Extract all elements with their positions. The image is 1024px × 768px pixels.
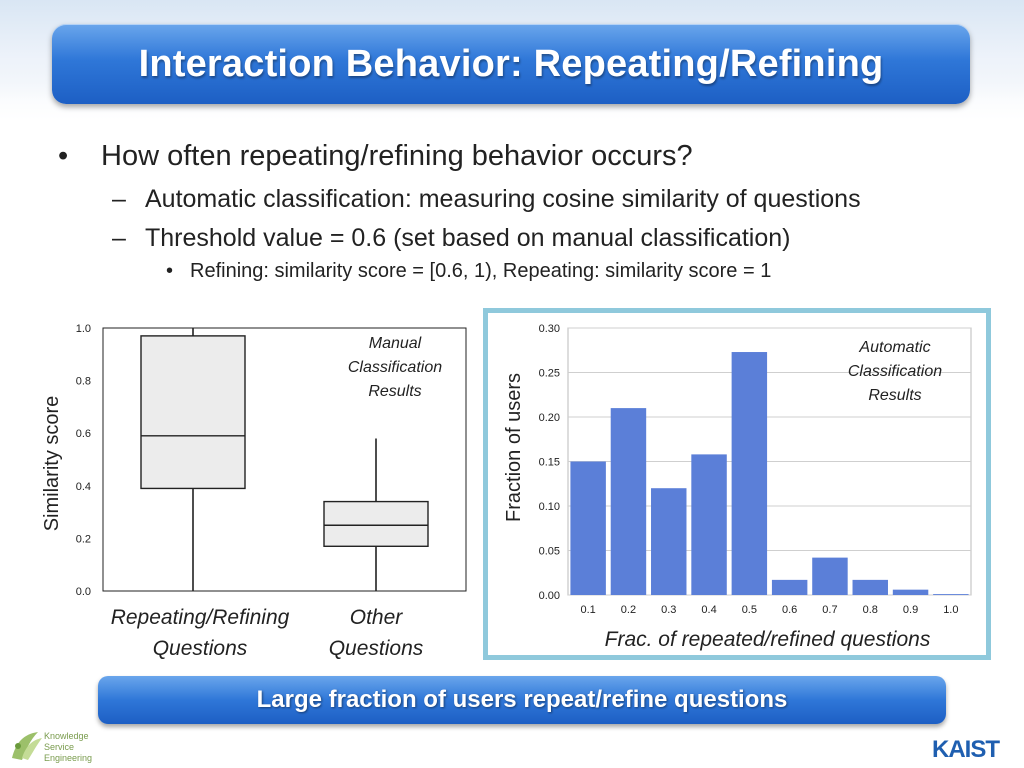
x-category-label: Questions	[329, 637, 424, 660]
x-axis-label: Frac. of repeated/refined questions	[605, 628, 931, 651]
kse-line: Service	[44, 742, 75, 752]
bullet-text: How often repeating/refining behavior oc…	[101, 140, 693, 172]
bar-chart: 0.00 0.05 0.10 0.15 0.20 0.25 0.30 0.1 0.2 0.3 0.4…	[503, 323, 972, 651]
chart-annotation: Results	[368, 383, 421, 400]
y-tick-label: 0.00	[539, 590, 560, 602]
box-iqr	[140, 335, 246, 490]
bar	[691, 454, 727, 595]
y-tick-label: 0.05	[539, 546, 560, 558]
y-tick-label: 0.15	[539, 457, 560, 469]
y-tick-label: 0.8	[76, 376, 91, 388]
bar	[610, 408, 647, 595]
x-tick-label: 0.1	[581, 604, 596, 616]
bar	[651, 488, 687, 595]
bar	[892, 589, 929, 595]
bar	[852, 579, 888, 595]
bullet-marker: –	[112, 224, 126, 252]
x-tick-label: 0.6	[782, 604, 797, 616]
bar	[570, 461, 606, 595]
bar	[933, 594, 969, 595]
chart-annotation: Classification	[848, 363, 942, 380]
y-axis-label: Fraction of users	[503, 373, 525, 522]
bullet-marker: •	[166, 260, 174, 282]
y-tick-label: 0.20	[539, 412, 560, 424]
bullet-text: Refining: similarity score = [0.6, 1), R…	[190, 260, 772, 282]
x-category-label: Other	[350, 606, 404, 629]
y-tick-label: 0.0	[76, 586, 91, 598]
kse-line: Engineering	[44, 753, 93, 763]
kaist-logo: KAIST	[932, 736, 1000, 763]
y-tick-label: 0.30	[539, 323, 560, 335]
x-tick-label: 0.5	[742, 604, 757, 616]
x-tick-label: 0.4	[701, 604, 716, 616]
x-tick-label: 0.7	[822, 604, 837, 616]
x-tick-label: 1.0	[943, 604, 958, 616]
bar	[731, 352, 768, 595]
y-tick-label: 0.2	[76, 533, 91, 545]
bullet-text: Automatic classification: measuring cosi…	[145, 185, 861, 213]
y-axis-label: Similarity score	[41, 396, 63, 532]
y-tick-label: 1.0	[76, 323, 91, 335]
kse-logo	[12, 732, 42, 760]
y-tick-label: 0.6	[76, 428, 91, 440]
y-tick-label: 0.10	[539, 501, 560, 513]
chart-annotation: Results	[868, 387, 921, 404]
box-iqr	[323, 500, 429, 547]
y-tick-label: 0.4	[76, 481, 91, 493]
kse-logo-text: Knowledge Service Engineering	[44, 731, 92, 764]
x-tick-label: 0.2	[621, 604, 636, 616]
bullet-marker: –	[112, 185, 126, 213]
title-bar: Interaction Behavior: Repeating/Refining	[52, 24, 970, 104]
bullet-text: Threshold value = 0.6 (set based on manu…	[145, 224, 791, 252]
x-category-label: Repeating/Refining	[111, 606, 290, 629]
y-tick-label: 0.25	[539, 368, 560, 380]
bar	[771, 579, 808, 595]
kse-line: Knowledge	[44, 731, 89, 741]
x-tick-label: 0.3	[661, 604, 676, 616]
x-tick-label: 0.8	[863, 604, 878, 616]
conclusion-banner: Large fraction of users repeat/refine qu…	[98, 676, 946, 724]
x-category-label: Questions	[153, 637, 248, 660]
slide-title: Interaction Behavior: Repeating/Refining	[138, 42, 884, 85]
chart-annotation: Classification	[348, 359, 442, 376]
chart-annotation: Manual	[369, 335, 422, 352]
banner-text: Large fraction of users repeat/refine qu…	[256, 686, 788, 713]
bullet-marker: •	[58, 140, 69, 172]
chart-annotation: Automatic	[858, 339, 930, 356]
box-plot-chart: 0.0 0.2 0.4 0.6 0.8 1.0 Similarity score Repeat…	[41, 323, 467, 660]
x-tick-label: 0.9	[903, 604, 918, 616]
bar	[812, 557, 848, 595]
